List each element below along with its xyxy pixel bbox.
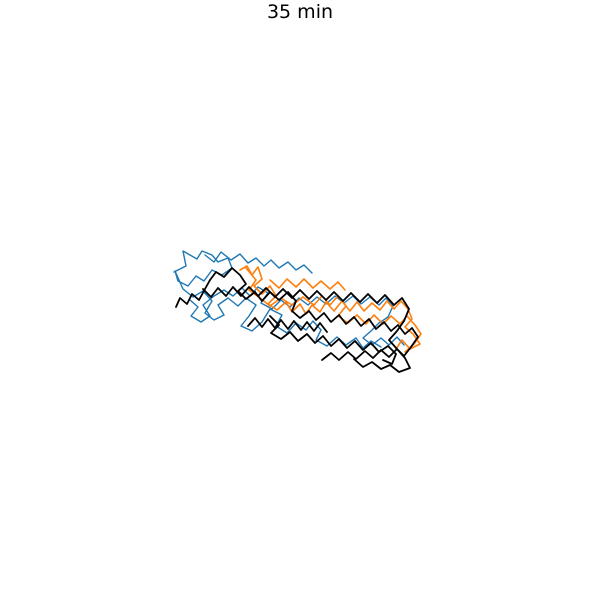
chain-c-trace	[247, 317, 328, 333]
figure-title: 35 min	[266, 1, 334, 23]
chain-b-trace-group	[239, 265, 422, 353]
chain-c-trace-group	[175, 267, 419, 373]
chain-a-trace	[173, 250, 382, 349]
chain-c-trace	[269, 315, 397, 365]
chain-c-trace	[175, 267, 419, 361]
chain-a-trace	[189, 286, 405, 346]
chain-c-trace	[202, 286, 411, 373]
chain-a-trace	[204, 251, 313, 274]
chain-a-trace-group	[173, 250, 405, 349]
chain-b-trace	[269, 278, 346, 291]
